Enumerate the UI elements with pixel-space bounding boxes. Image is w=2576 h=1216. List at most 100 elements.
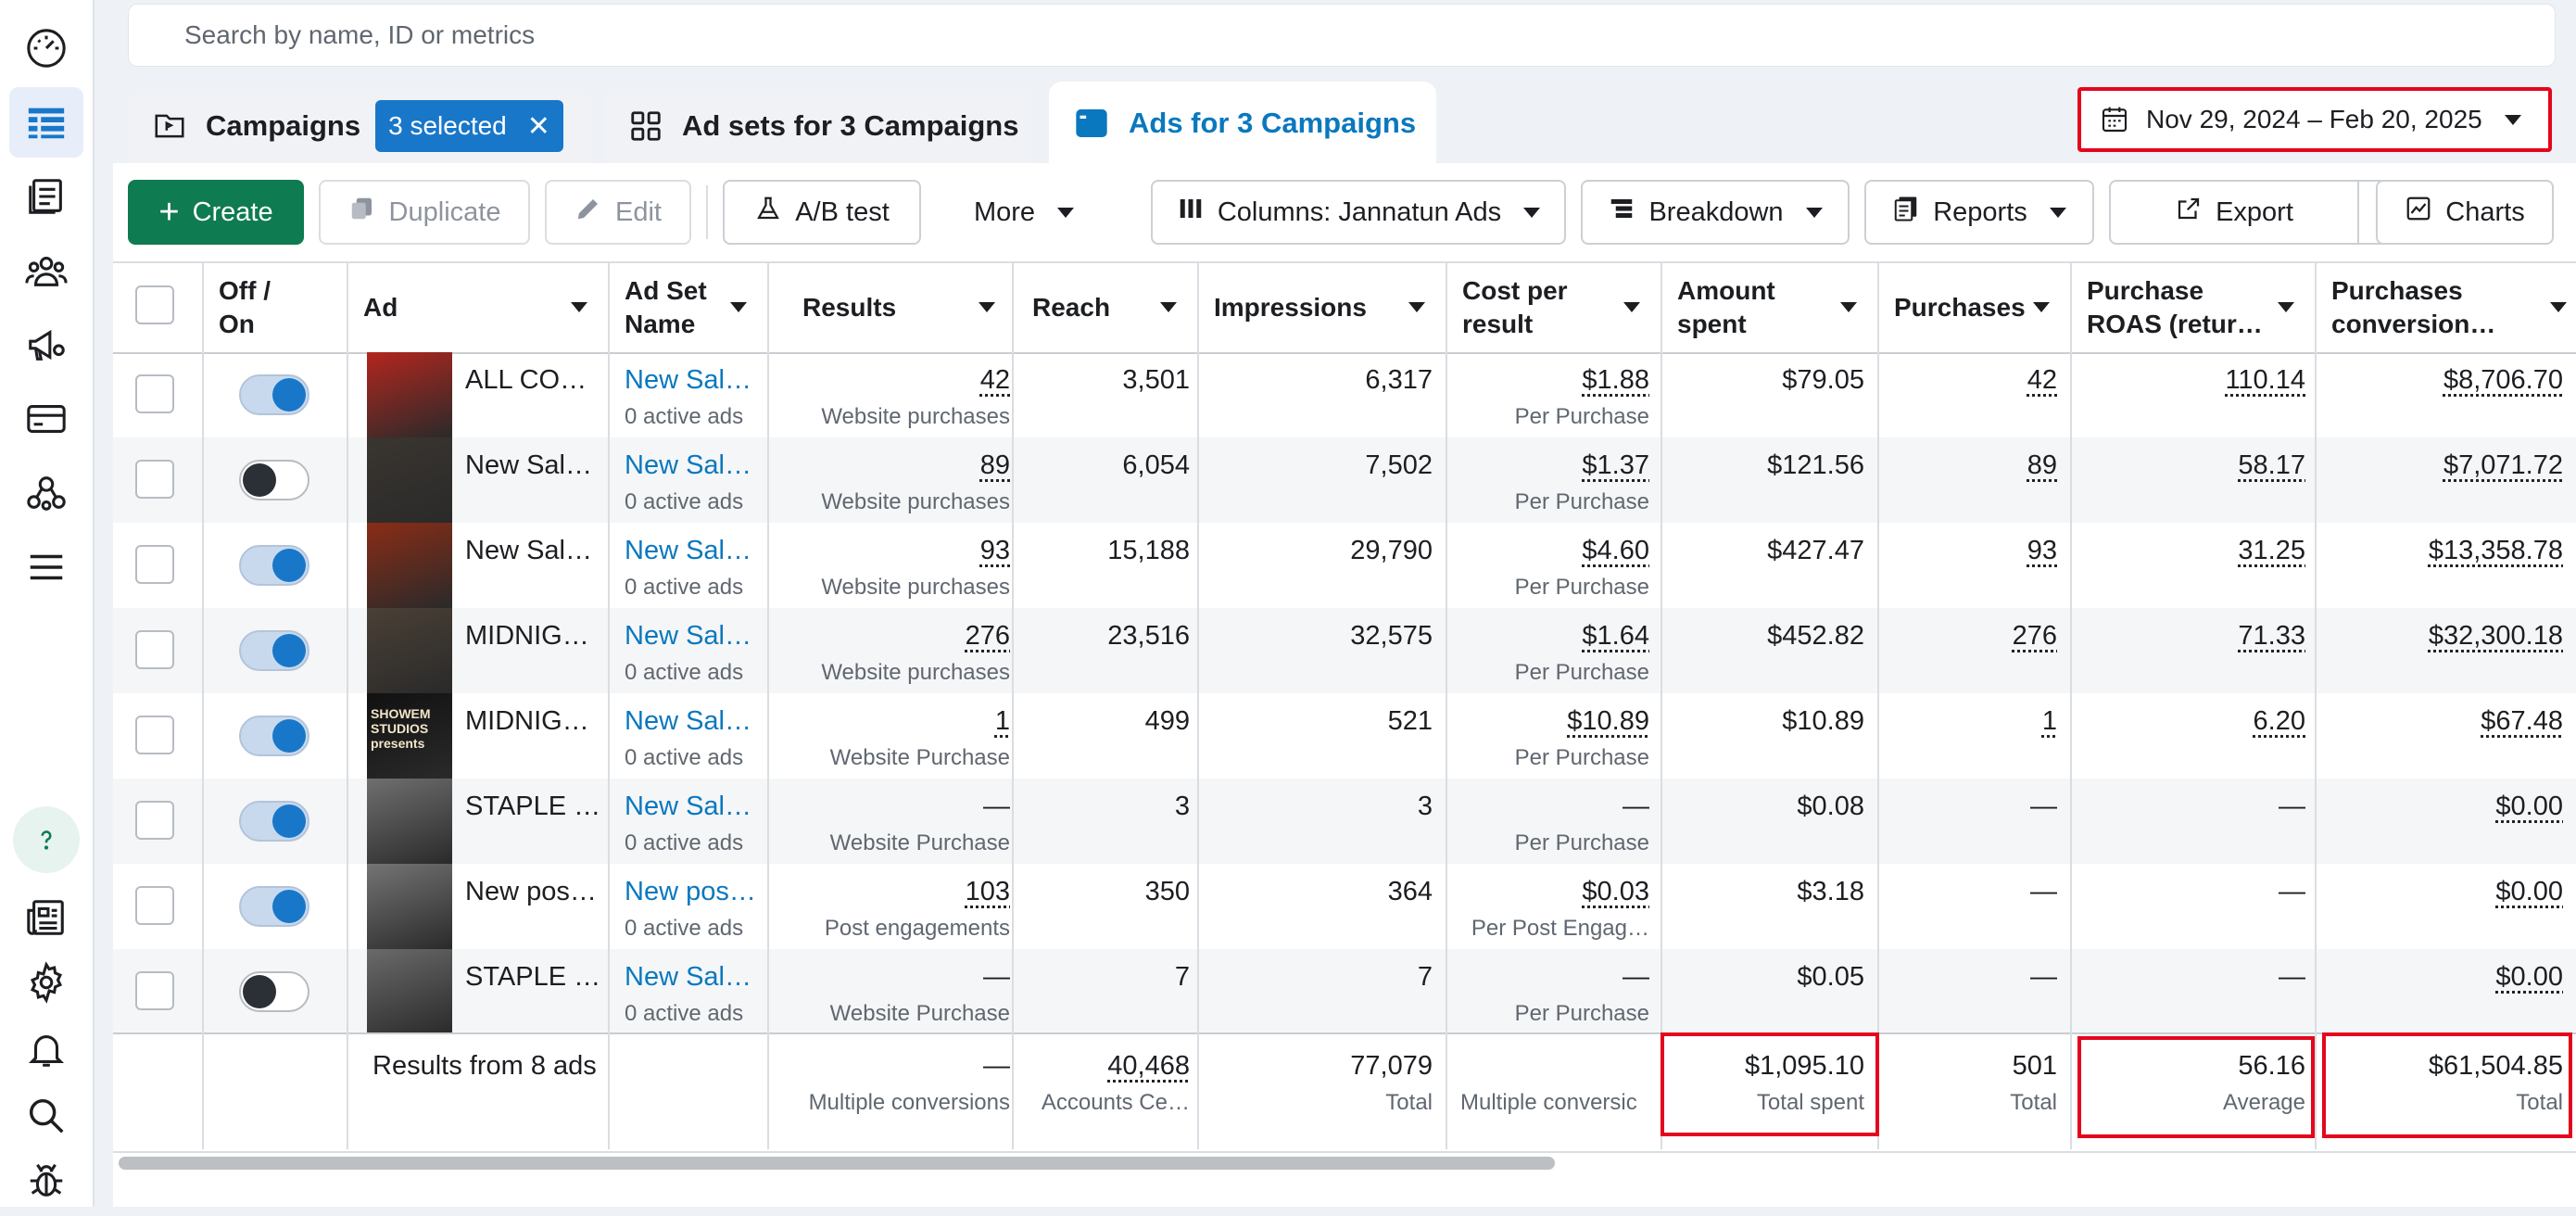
col-purchases[interactable]: Purchases [1877,263,2070,352]
row-checkbox[interactable] [135,886,174,925]
tab-adsets[interactable]: Ad sets for 3 Campaigns [604,89,1032,163]
row-checkbox[interactable] [135,630,174,669]
ad-on-off-toggle[interactable] [239,801,309,842]
col-ad[interactable]: Ad [347,263,608,352]
export-button[interactable]: Export [2109,180,2359,245]
col-adset-name[interactable]: Ad Set Name [608,263,767,352]
hamburger-menu-icon[interactable] [9,532,83,602]
ad-name[interactable]: ALL CO… [465,365,587,396]
adset-name-link[interactable]: New Sal… [625,962,751,993]
adset-name-link[interactable]: New Sal… [625,450,751,481]
search-input[interactable]: Search by name, ID or metrics [128,4,2556,67]
table-row[interactable]: STAPLE … New Sal… 0 active ads — Website Pur… [113,949,2576,1034]
horizontal-scrollbar[interactable] [119,1157,1555,1170]
col-impressions[interactable]: Impressions [1197,263,1446,352]
cell-conv-value[interactable]: $0.00 [2495,962,2563,993]
ad-name[interactable]: MIDNIG… [465,621,589,652]
columns-dropdown[interactable]: Columns: Jannatun Ads [1151,180,1566,245]
adset-name-link[interactable]: New Sal… [625,792,751,822]
adset-name-link[interactable]: New Sal… [625,536,751,566]
breakdown-dropdown[interactable]: Breakdown [1581,180,1850,245]
adset-name-link[interactable]: New pos… [625,877,756,907]
table-row[interactable]: New Sal… New Sal… 0 active ads 89 Website pu… [113,437,2576,523]
col-on-off[interactable]: Off / On [202,263,347,352]
cell-results-value[interactable]: 103 [966,877,1010,907]
cell-cpr-value[interactable]: $1.88 [1582,365,1649,396]
tab-ads[interactable]: Ads for 3 Campaigns [1049,82,1436,165]
ab-test-button[interactable]: A/B test [723,180,921,245]
cell-conv-value[interactable]: $13,358.78 [2429,536,2563,566]
bug-report-icon[interactable] [9,1146,83,1216]
dashboard-gauge-icon[interactable] [9,13,83,83]
cell-conv-value[interactable]: $8,706.70 [2443,365,2563,396]
help-question-icon[interactable] [13,806,80,873]
col-reach[interactable]: Reach [1016,263,1197,352]
row-checkbox[interactable] [135,716,174,754]
cell-roas-value[interactable]: 6.20 [2254,706,2305,737]
cell-conv-value[interactable]: $32,300.18 [2429,621,2563,652]
settings-gear-icon[interactable] [9,947,83,1018]
col-results[interactable]: Results [767,263,1016,352]
reports-dropdown[interactable]: Reports [1864,180,2094,245]
edit-button[interactable]: Edit [545,180,691,245]
cell-results-value[interactable]: 93 [980,536,1010,566]
col-purchases-conversion[interactable]: Purchases conversion… [2315,263,2576,352]
ad-on-off-toggle[interactable] [239,716,309,756]
col-cost-per-result[interactable]: Cost per result [1446,263,1661,352]
ad-name[interactable]: MIDNIG… [465,706,589,737]
ad-name[interactable]: New pos… [465,877,597,907]
table-row[interactable]: ALL CO… New Sal… 0 active ads 42 Website pur… [113,352,2576,437]
create-button[interactable]: + Create [128,180,304,245]
select-all-checkbox[interactable] [135,285,174,324]
ad-on-off-toggle[interactable] [239,971,309,1012]
more-dropdown[interactable]: More [945,180,1103,245]
adset-name-link[interactable]: New Sal… [625,365,751,396]
ad-on-off-toggle[interactable] [239,886,309,927]
cell-results-value[interactable]: 276 [966,621,1010,652]
ad-on-off-toggle[interactable] [239,374,309,415]
cell-roas-value[interactable]: 58.17 [2238,450,2305,481]
row-checkbox[interactable] [135,460,174,499]
megaphone-settings-icon[interactable] [9,310,83,380]
row-checkbox[interactable] [135,545,174,584]
cell-results-value[interactable]: 42 [980,365,1010,396]
ad-on-off-toggle[interactable] [239,460,309,500]
date-range-picker[interactable]: Nov 29, 2024 – Feb 20, 2025 [2077,87,2552,152]
cell-roas-value[interactable]: 71.33 [2238,621,2305,652]
row-checkbox[interactable] [135,971,174,1010]
table-row[interactable]: New Sal… New Sal… 0 active ads 93 Website pu… [113,523,2576,608]
cell-conv-value[interactable]: $7,071.72 [2443,450,2563,481]
ad-name[interactable]: New Sal… [465,450,592,481]
tab-campaigns[interactable]: Campaigns 3 selected ✕ [128,89,591,163]
duplicate-button[interactable]: Duplicate [319,180,530,245]
charts-button[interactable]: Charts [2376,180,2554,245]
cell-purchases-value[interactable]: 93 [2027,536,2057,566]
table-row[interactable]: STAPLE … New Sal… 0 active ads — Website Pur… [113,779,2576,864]
ad-name[interactable]: STAPLE … [465,962,600,993]
cell-cpr-value[interactable]: $1.37 [1582,450,1649,481]
notifications-bell-icon[interactable] [9,1014,83,1084]
col-purchase-roas[interactable]: Purchase ROAS (retur… [2070,263,2315,352]
table-row[interactable]: New pos… New pos… 0 active ads 103 Post enga… [113,864,2576,949]
news-feed-icon[interactable] [9,882,83,953]
pages-stack-icon[interactable] [9,161,83,232]
cell-conv-value[interactable]: $0.00 [2495,792,2563,822]
selected-count-badge[interactable]: 3 selected ✕ [375,100,563,152]
cell-results-value[interactable]: 89 [980,450,1010,481]
ad-name[interactable]: STAPLE … [465,792,600,822]
cell-conv-value[interactable]: $67.48 [2481,706,2563,737]
table-row[interactable]: MIDNIG… New Sal… 0 active ads 276 Website pu… [113,608,2576,693]
col-amount-spent[interactable]: Amount spent [1661,263,1877,352]
search-icon[interactable] [9,1081,83,1151]
billing-card-icon[interactable] [9,384,83,454]
cell-purchases-value[interactable]: 89 [2027,450,2057,481]
cell-cpr-value[interactable]: $10.89 [1567,706,1649,737]
business-network-icon[interactable] [9,458,83,528]
cell-cpr-value[interactable]: $4.60 [1582,536,1649,566]
row-checkbox[interactable] [135,374,174,413]
cell-cpr-value[interactable]: $0.03 [1582,877,1649,907]
row-checkbox[interactable] [135,801,174,840]
cell-results-value[interactable]: 1 [995,706,1010,737]
cell-conv-value[interactable]: $0.00 [2495,877,2563,907]
clear-selection-close-icon[interactable]: ✕ [527,110,550,143]
